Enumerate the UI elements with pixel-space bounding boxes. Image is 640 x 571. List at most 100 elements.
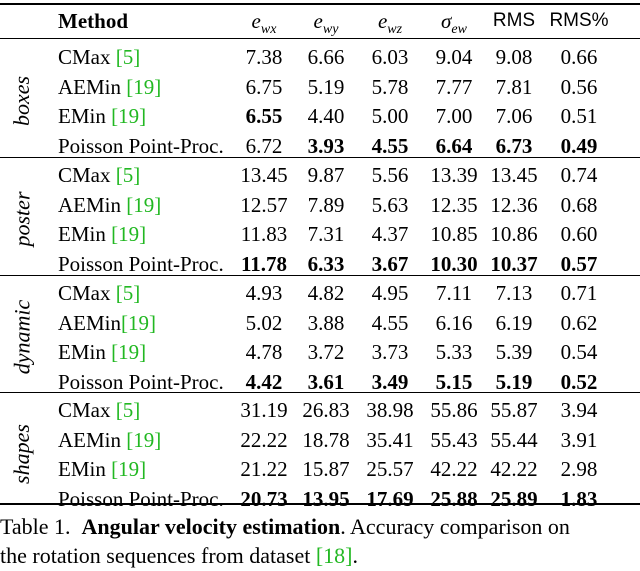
method-name: AEMin xyxy=(58,310,121,335)
table-row: AEMin [19] 22.22 18.78 35.41 55.43 55.44 3.91 xyxy=(0,425,640,455)
method-name-cell: CMax [5] xyxy=(58,278,140,308)
group-separator-rule xyxy=(0,275,640,276)
table-row: EMin [19] 11.83 7.31 4.37 10.85 10.86 0.60 xyxy=(0,219,640,249)
caption-line2-start: the rotation sequences from dataset xyxy=(0,543,316,568)
value-cell-col5: 10.37 xyxy=(490,251,538,276)
value-cell-col3: 5.00 xyxy=(371,104,409,128)
citation-link[interactable]: [19] xyxy=(111,104,147,128)
value-cell-col4: 55.43 xyxy=(430,427,478,452)
value-cell-col5: 9.08 xyxy=(495,45,533,69)
value-cell-col1: 31.19 xyxy=(240,398,288,422)
value-cell-col2: 4.82 xyxy=(307,281,345,305)
table-header-row: Method ewx ewy ewz σew RMS RMS% xyxy=(0,6,640,37)
method-name-cell: EMin [19] xyxy=(58,219,146,249)
table-row: CMax [5] 4.93 4.82 4.95 7.11 7.13 0.71 xyxy=(0,278,640,308)
value-cell-col2: 26.83 xyxy=(302,398,350,422)
citation-link[interactable]: [5] xyxy=(115,398,141,422)
method-name: EMin xyxy=(58,222,112,246)
header-ewx: ewx xyxy=(251,9,277,38)
citation-link[interactable]: [19] xyxy=(111,457,147,481)
value-cell-col6: 0.60 xyxy=(560,222,598,246)
value-cell-col1: 6.72 xyxy=(245,133,283,158)
table-row: CMax [5] 7.38 6.66 6.03 9.04 9.08 0.66 xyxy=(0,42,640,72)
caption-title: Angular velocity estimation xyxy=(81,514,341,539)
value-cell-col3: 3.49 xyxy=(371,369,409,394)
value-cell-col2: 6.33 xyxy=(307,251,345,276)
citation-link[interactable]: [5] xyxy=(115,163,141,187)
value-cell-col2: 18.78 xyxy=(302,427,350,452)
value-cell-col6: 0.62 xyxy=(560,310,598,335)
value-cell-col6: 0.51 xyxy=(560,104,598,128)
method-name: EMin xyxy=(58,457,112,481)
citation-link[interactable]: [5] xyxy=(115,45,141,69)
value-cell-col4: 55.86 xyxy=(430,398,478,422)
value-cell-col5: 12.36 xyxy=(490,192,538,217)
value-cell-col1: 22.22 xyxy=(240,427,288,452)
value-cell-col2: 4.40 xyxy=(307,104,345,128)
value-cell-col3: 3.67 xyxy=(371,251,409,276)
table-row: CMax [5] 31.19 26.83 38.98 55.86 55.87 3.94 xyxy=(0,395,640,425)
method-name-cell: CMax [5] xyxy=(58,160,140,190)
value-cell-col4: 7.77 xyxy=(435,74,473,99)
header-rms: RMS xyxy=(492,10,536,31)
method-name-cell: Poisson Point-Proc. xyxy=(58,249,224,279)
citation-link[interactable]: [19] xyxy=(121,310,156,335)
caption-line-2: the rotation sequences from dataset [18]… xyxy=(0,541,640,570)
value-cell-col3: 5.56 xyxy=(371,163,409,187)
value-cell-col6: 0.54 xyxy=(560,340,598,364)
method-name-cell: AEMin [19] xyxy=(58,190,161,220)
value-cell-col3: 25.57 xyxy=(366,457,414,481)
value-cell-col1: 20.73 xyxy=(240,486,288,511)
value-cell-col1: 4.42 xyxy=(245,369,283,394)
value-cell-col3: 17.69 xyxy=(366,486,414,511)
method-name: CMax xyxy=(58,163,116,187)
table-row: EMin [19] 6.55 4.40 5.00 7.00 7.06 0.51 xyxy=(0,101,640,131)
method-name-cell: EMin [19] xyxy=(58,337,146,367)
value-cell-col4: 12.35 xyxy=(430,192,478,217)
citation-link[interactable]: [19] xyxy=(111,340,147,364)
value-cell-col6: 1.83 xyxy=(560,486,598,511)
value-cell-col6: 0.56 xyxy=(560,74,598,99)
value-cell-col3: 35.41 xyxy=(366,427,414,452)
header-ewy: ewy xyxy=(313,9,339,38)
value-cell-col4: 25.88 xyxy=(430,486,478,511)
value-cell-col2: 3.88 xyxy=(307,310,345,335)
value-cell-col5: 13.45 xyxy=(490,163,538,187)
table-row: AEMin [19] 6.75 5.19 5.78 7.77 7.81 0.56 xyxy=(0,72,640,102)
value-cell-col3: 5.63 xyxy=(371,192,409,217)
value-cell-col1: 11.83 xyxy=(240,222,288,246)
value-cell-col4: 13.39 xyxy=(430,163,478,187)
value-cell-col5: 7.13 xyxy=(495,281,533,305)
group-separator-rule xyxy=(0,157,640,158)
value-cell-col4: 5.15 xyxy=(435,369,473,394)
citation-link[interactable]: [5] xyxy=(115,281,141,305)
caption-prefix: Table 1. xyxy=(0,514,71,539)
value-cell-col5: 7.81 xyxy=(495,74,533,99)
header-method: Method xyxy=(58,9,128,33)
value-cell-col6: 0.66 xyxy=(560,45,598,69)
value-cell-col6: 0.74 xyxy=(560,163,598,187)
caption-citation-link[interactable]: [18] xyxy=(315,543,353,568)
method-name-cell: AEMin[19] xyxy=(58,308,156,338)
citation-link[interactable]: [19] xyxy=(126,192,162,217)
citation-link[interactable]: [19] xyxy=(126,74,162,99)
value-cell-col3: 4.95 xyxy=(371,281,409,305)
table-row: Poisson Point-Proc. 4.42 3.61 3.49 5.15 5.19 0… xyxy=(0,367,640,397)
citation-link[interactable]: [19] xyxy=(126,427,162,452)
value-cell-col1: 13.45 xyxy=(240,163,288,187)
value-cell-col3: 5.78 xyxy=(371,74,409,99)
method-name: CMax xyxy=(58,281,116,305)
value-cell-col4: 10.30 xyxy=(430,251,478,276)
method-name-cell: Poisson Point-Proc. xyxy=(58,367,224,397)
value-cell-col3: 3.73 xyxy=(371,340,409,364)
method-name-cell: CMax [5] xyxy=(58,395,140,425)
method-name: Poisson Point-Proc. xyxy=(58,251,224,276)
table-row: EMin [19] 21.22 15.87 25.57 42.22 42.22 2.98 xyxy=(0,454,640,484)
value-cell-col4: 7.11 xyxy=(436,281,472,305)
value-cell-col4: 5.33 xyxy=(435,340,473,364)
method-name-cell: Poisson Point-Proc. xyxy=(58,131,224,161)
value-cell-col6: 3.91 xyxy=(560,427,598,452)
table-top-rule xyxy=(0,3,640,5)
value-cell-col4: 9.04 xyxy=(435,45,473,69)
citation-link[interactable]: [19] xyxy=(111,222,147,246)
